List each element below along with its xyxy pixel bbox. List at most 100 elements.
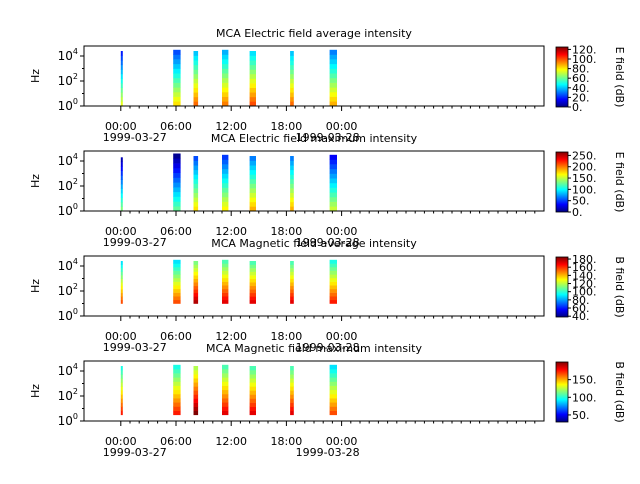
x-tick-label: 00:00: [105, 435, 137, 448]
intensity-cell: [173, 73, 181, 79]
x-date-label: 1999-03-27: [103, 236, 167, 249]
intensity-cell: [193, 275, 199, 279]
x-tick-label: 18:00: [271, 330, 303, 343]
intensity-cell: [222, 377, 229, 382]
intensity-cell: [329, 402, 337, 407]
y-tick-label: 104: [58, 152, 78, 168]
intensity-cell: [222, 73, 229, 79]
panel-title: MCA Electric field average intensity: [216, 27, 412, 40]
colorbar: [555, 46, 569, 108]
spectrogram-strip: [290, 51, 294, 107]
intensity-cell: [222, 389, 229, 395]
colorbar-tick-label: 80.: [572, 63, 590, 76]
intensity-cell: [329, 201, 337, 207]
intensity-cell: [120, 184, 123, 189]
intensity-cell: [249, 406, 256, 411]
axes-frame: [83, 150, 545, 212]
intensity-cell: [222, 154, 229, 160]
colorbar-tick-label: 40.: [572, 82, 590, 95]
intensity-cell: [173, 63, 181, 69]
intensity-cell: [120, 261, 123, 265]
intensity-cell: [120, 101, 123, 107]
y-tick-label: 104: [58, 257, 78, 273]
intensity-cell: [120, 410, 123, 416]
intensity-cell: [120, 96, 123, 102]
intensity-cell: [173, 281, 181, 286]
intensity-cell: [249, 87, 256, 93]
spectrogram-strip: [120, 157, 123, 212]
intensity-cell: [173, 296, 181, 301]
intensity-cell: [222, 281, 229, 286]
colorbar-label: E field (dB): [613, 47, 626, 108]
intensity-cell: [222, 178, 229, 184]
intensity-cell: [120, 271, 123, 276]
intensity-cell: [222, 159, 229, 165]
colorbar-tick-label: 200.: [572, 161, 597, 174]
intensity-cell: [120, 73, 123, 79]
colorbar-tick-label: 100.: [572, 53, 597, 66]
intensity-cell: [329, 398, 337, 403]
intensity-cell: [120, 285, 123, 290]
intensity-cell: [222, 292, 229, 297]
intensity-cell: [329, 96, 337, 102]
spectrogram-strip: [222, 49, 229, 107]
intensity-cell: [193, 96, 199, 102]
intensity-cell: [193, 289, 199, 294]
intensity-cell: [120, 206, 123, 212]
intensity-cell: [222, 77, 229, 83]
intensity-cell: [329, 54, 337, 60]
intensity-cell: [173, 270, 181, 275]
y-axis-label: Hz: [29, 384, 42, 398]
intensity-cell: [290, 402, 294, 407]
intensity-cell: [249, 178, 256, 184]
intensity-cell: [173, 177, 181, 183]
intensity-cell: [120, 406, 123, 411]
intensity-cell: [120, 382, 123, 387]
intensity-cell: [173, 158, 181, 164]
intensity-cell: [173, 410, 181, 416]
intensity-cell: [193, 374, 199, 379]
intensity-cell: [249, 370, 256, 375]
intensity-cell: [249, 296, 256, 301]
intensity-cell: [249, 55, 256, 61]
intensity-cell: [222, 91, 229, 97]
intensity-cell: [173, 406, 181, 411]
intensity-cell: [222, 288, 229, 293]
x-tick-label: 18:00: [271, 120, 303, 133]
y-tick-label: 102: [58, 72, 78, 88]
intensity-cell: [290, 160, 294, 166]
intensity-cell: [329, 281, 337, 286]
colorbar: [555, 151, 569, 213]
intensity-cell: [120, 296, 123, 301]
colorbar-tick-label: 40.: [572, 310, 590, 323]
intensity-cell: [193, 60, 199, 66]
intensity-cell: [329, 296, 337, 301]
spectrogram-strip: [222, 259, 229, 304]
axes-frame: [83, 360, 545, 422]
intensity-cell: [120, 374, 123, 379]
spectrogram-strip: [193, 366, 199, 416]
intensity-cell: [290, 282, 294, 287]
intensity-cell: [222, 182, 229, 188]
intensity-cell: [120, 78, 123, 84]
intensity-cell: [329, 63, 337, 69]
intensity-cell: [193, 402, 199, 407]
spectrogram-strip: [249, 51, 256, 107]
intensity-cell: [193, 101, 199, 107]
intensity-cell: [222, 164, 229, 170]
intensity-cell: [290, 51, 294, 56]
intensity-cell: [249, 285, 256, 290]
intensity-cell: [222, 274, 229, 279]
intensity-cell: [249, 382, 256, 387]
intensity-cell: [173, 101, 181, 107]
colorbar-tick-label: 50.: [572, 409, 590, 422]
intensity-cell: [222, 101, 229, 107]
intensity-cell: [173, 393, 181, 399]
colorbar-tick-label: 60.: [572, 72, 590, 85]
intensity-cell: [290, 197, 294, 203]
intensity-cell: [290, 192, 294, 198]
intensity-cell: [249, 73, 256, 79]
y-tick-label: 104: [58, 47, 78, 63]
intensity-cell: [120, 402, 123, 407]
intensity-cell: [120, 157, 123, 163]
